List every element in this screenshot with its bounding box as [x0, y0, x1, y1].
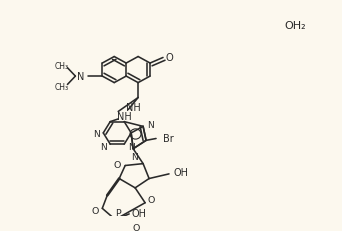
Text: O: O [92, 206, 99, 215]
Text: CH₃: CH₃ [54, 62, 68, 71]
Text: N: N [147, 121, 154, 129]
Text: Br: Br [163, 133, 173, 143]
Text: N: N [131, 152, 137, 161]
Text: N: N [77, 72, 84, 82]
Text: OH: OH [173, 167, 188, 177]
Text: N: N [100, 142, 107, 151]
Text: O: O [165, 52, 173, 62]
Text: N: N [128, 142, 134, 151]
Text: CH₃: CH₃ [54, 82, 68, 91]
Text: OH: OH [132, 208, 147, 218]
Text: N: N [93, 130, 100, 139]
Text: OH₂: OH₂ [285, 21, 306, 30]
Text: O: O [132, 223, 140, 231]
Text: NH: NH [117, 112, 132, 122]
Text: O: O [114, 160, 121, 169]
Text: O: O [147, 195, 155, 204]
Text: P: P [115, 208, 121, 217]
Text: NH: NH [126, 102, 141, 112]
